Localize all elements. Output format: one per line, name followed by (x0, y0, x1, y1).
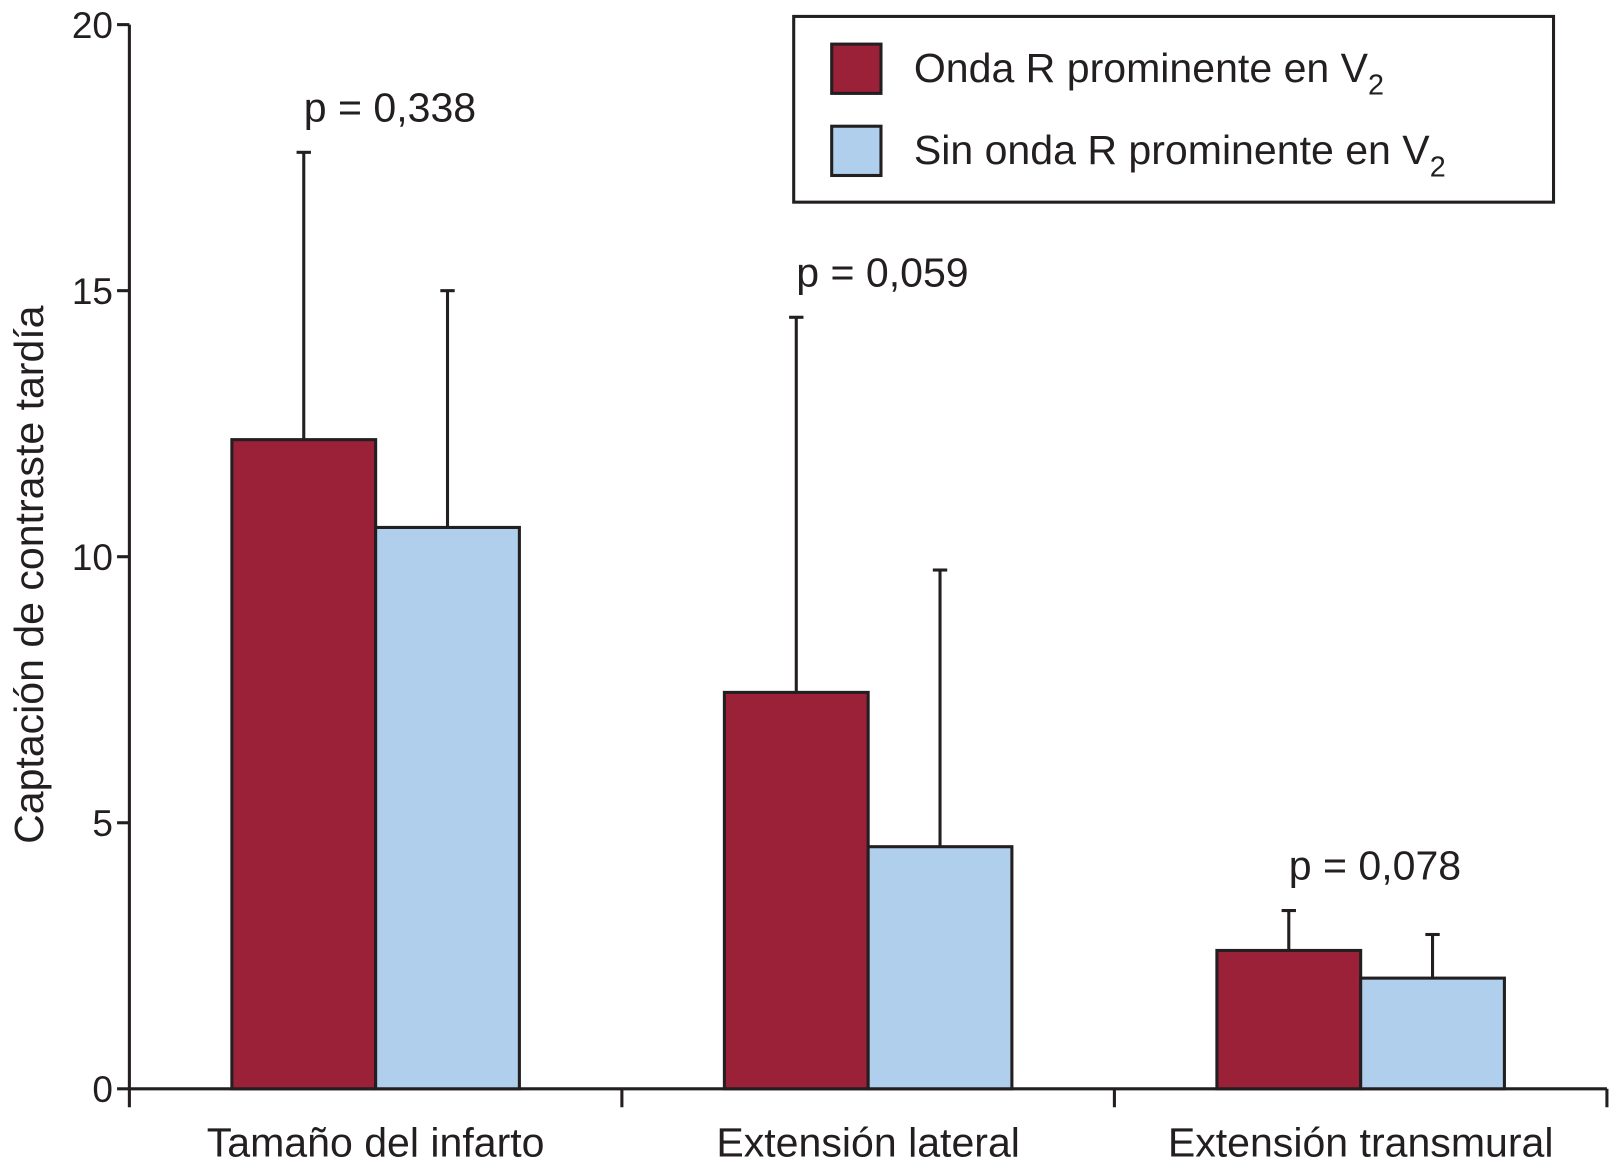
p-value-label: p = 0,338 (304, 85, 476, 131)
y-tick-label: 10 (72, 537, 113, 578)
x-tick-label: Extensión transmural (1168, 1120, 1554, 1166)
bar-blue (866, 845, 1014, 1091)
bar-blue (1359, 976, 1506, 1091)
legend-label-1: Onda R prominente en V2 (914, 45, 1384, 101)
p-value-label: p = 0,078 (1289, 843, 1461, 889)
y-tick-label: 15 (72, 271, 113, 312)
legend: Onda R prominente en V2 Sin onda R promi… (792, 14, 1556, 204)
y-tick-label: 5 (92, 803, 113, 844)
bar-red (230, 438, 378, 1091)
bar-red (722, 690, 870, 1091)
bar-blue (374, 525, 521, 1091)
legend-label-2: Sin onda R prominente en V2 (914, 127, 1446, 183)
x-tick-label: Tamaño del infarto (207, 1120, 545, 1166)
p-value-label: p = 0,059 (796, 250, 968, 296)
y-axis-label: Captación de contraste tardía (6, 305, 52, 844)
y-tick-label: 20 (72, 5, 113, 46)
legend-swatch-red (830, 42, 883, 95)
x-tick-label: Extensión lateral (716, 1120, 1020, 1166)
bar-red (1215, 948, 1363, 1091)
legend-swatch-blue (830, 124, 883, 178)
y-tick-label: 0 (92, 1069, 113, 1110)
